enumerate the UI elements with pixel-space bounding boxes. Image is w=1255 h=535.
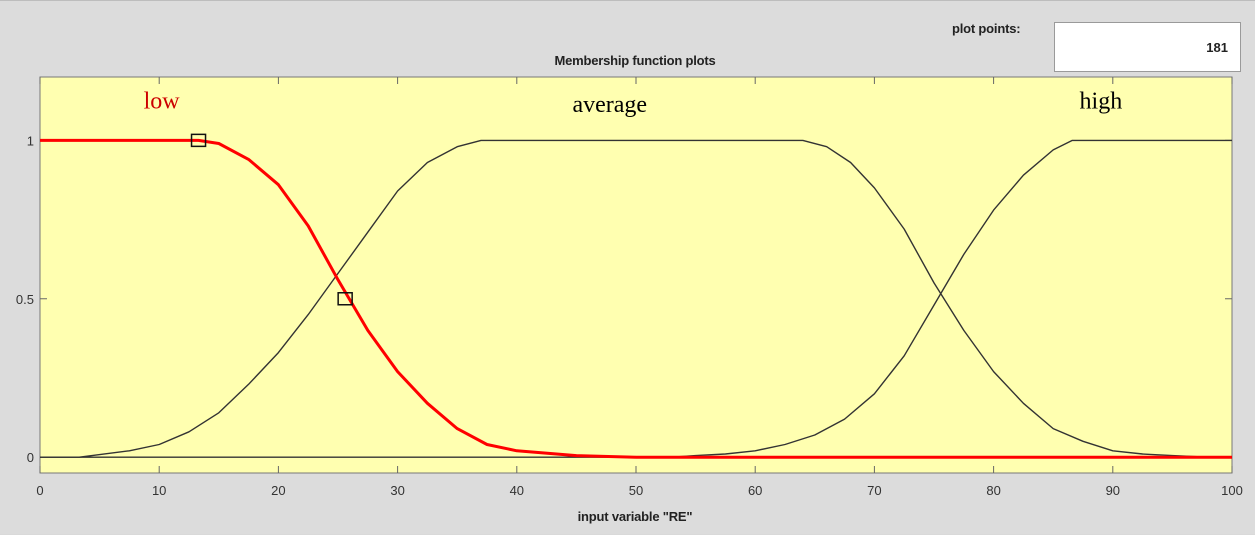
x-tick-label: 60 — [748, 483, 762, 498]
plot-area — [39, 76, 1233, 474]
y-tick-label: 0.5 — [16, 292, 34, 307]
plot-title: Membership function plots — [554, 53, 716, 68]
mf-label-average[interactable]: average — [572, 92, 647, 118]
plot-points-input[interactable] — [1054, 22, 1241, 72]
mf-label-high[interactable]: high — [1080, 89, 1123, 115]
mf-label-low[interactable]: low — [144, 89, 181, 115]
x-tick-label: 0 — [36, 483, 43, 498]
x-tick-label: 50 — [629, 483, 643, 498]
mf-vertex-marker[interactable] — [337, 292, 353, 306]
x-tick-label: 30 — [390, 483, 404, 498]
series-line-high[interactable] — [40, 139, 1232, 458]
plot-points-label: plot points: — [952, 21, 1021, 36]
x-tick-label: 90 — [1106, 483, 1120, 498]
x-axis-label: input variable "RE" — [577, 509, 693, 524]
y-tick-label: 1 — [27, 133, 34, 148]
mf-vertex-marker[interactable] — [190, 133, 207, 148]
x-tick-label: 70 — [867, 483, 881, 498]
series-line-average[interactable] — [40, 139, 1232, 458]
x-tick-label: 40 — [510, 483, 524, 498]
series-line-low[interactable] — [40, 138, 1232, 459]
x-tick-label: 20 — [271, 483, 285, 498]
x-tick-label: 10 — [152, 483, 166, 498]
x-tick-label: 100 — [1221, 483, 1243, 498]
y-tick-label: 0 — [27, 450, 34, 465]
x-tick-label: 80 — [986, 483, 1000, 498]
